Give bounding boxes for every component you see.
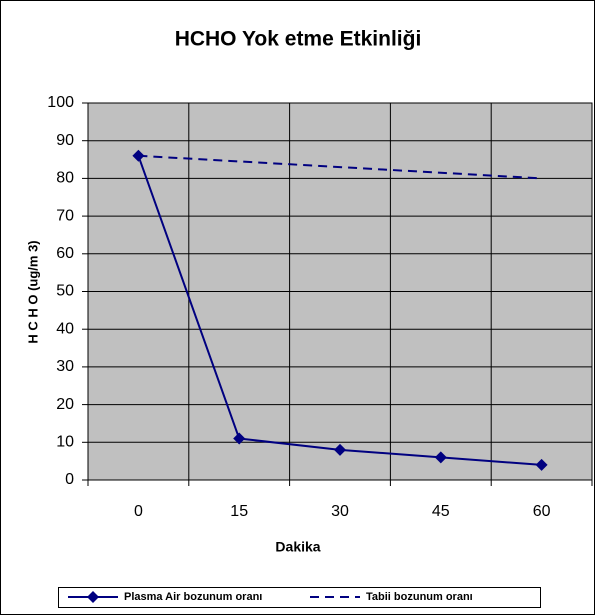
x-tick-label: 15 [230, 503, 248, 520]
point-marker [334, 443, 346, 456]
legend-marker [87, 591, 99, 603]
point-marker [535, 458, 548, 471]
point-marker [434, 451, 447, 464]
y-tick-label: 20 [56, 396, 74, 413]
series-line [138, 154, 542, 180]
y-tick-label: 10 [56, 434, 74, 451]
legend-label: Tabii bozunum oranı [366, 591, 473, 603]
plot-border [87, 102, 593, 481]
point-marker [233, 432, 246, 445]
x-tick-label: 60 [533, 503, 551, 520]
y-tick-label: 80 [56, 170, 74, 187]
legend-box [58, 587, 541, 608]
y-tick-label: 30 [56, 358, 74, 375]
x-tick-label: 45 [432, 503, 450, 520]
y-tick-label: 40 [56, 320, 74, 337]
y-axis-label: H C H O (ug/m 3) [25, 240, 40, 343]
y-tick-label: 90 [56, 132, 74, 149]
y-tick-label: 0 [65, 471, 74, 488]
x-axis-label: Dakika [275, 539, 320, 555]
y-tick-label: 60 [56, 245, 74, 262]
legend-label: Plasma Air bozunum oranı [124, 591, 262, 603]
y-tick-label: 100 [47, 94, 74, 111]
x-tick-label: 0 [134, 503, 143, 520]
chart-title: HCHO Yok etme Etkinliği [175, 28, 422, 51]
y-tick-label: 70 [56, 207, 74, 224]
x-tick-label: 30 [331, 503, 349, 520]
y-tick-label: 50 [56, 283, 74, 300]
